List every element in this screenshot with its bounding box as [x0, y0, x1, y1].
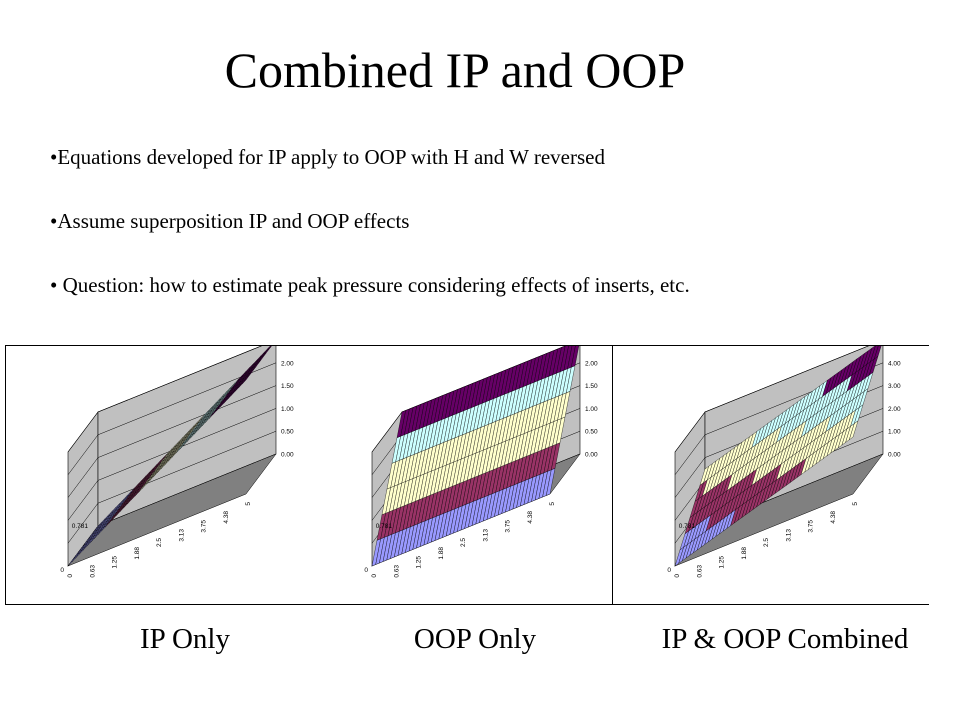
z-axis-tick-label: 0.00 — [281, 452, 294, 459]
chart-panel-oop-only: 0.000.501.001.502.002.5000.631.251.882.5… — [310, 345, 612, 605]
chart-panel-combined: 0.001.002.003.004.005.0000.631.251.882.5… — [612, 345, 929, 605]
x-axis-tick-label: 4.38 — [223, 511, 230, 524]
z-axis-tick-label: 0.00 — [585, 452, 598, 459]
depth-axis-tick-label: 0.781 — [679, 523, 696, 530]
x-axis-tick-label: 3.13 — [785, 529, 792, 542]
surface-cell — [563, 346, 573, 371]
x-axis-tick-label: 0.63 — [89, 565, 96, 578]
z-axis-tick-label: 1.00 — [888, 429, 901, 436]
depth-axis-tick-label: 0 — [60, 567, 64, 574]
surface-chart-oop-only: 0.000.501.001.502.002.5000.631.251.882.5… — [364, 346, 598, 578]
x-axis-tick-label: 3.13 — [482, 529, 489, 542]
surface-cell — [556, 346, 566, 374]
x-axis-tick-label: 0 — [67, 574, 74, 578]
x-axis-tick-label: 1.25 — [719, 556, 726, 569]
x-axis-tick-label: 2.5 — [156, 538, 163, 547]
surface-chart-ip-only: 0.000.501.001.502.002.5000.631.251.882.5… — [60, 346, 294, 578]
x-axis-tick-label: 3.75 — [505, 520, 512, 533]
x-axis-tick-label: 2.5 — [460, 538, 467, 547]
x-axis-tick-label: 3.75 — [808, 520, 815, 533]
surface-chart-combined: 0.001.002.003.004.005.0000.631.251.882.5… — [667, 346, 901, 578]
gridline — [67, 430, 277, 544]
x-axis-tick-label: 5 — [852, 502, 859, 506]
gridline — [67, 362, 277, 475]
x-axis-tick-label: 0 — [674, 574, 681, 578]
depth-axis-tick-label: 0.781 — [72, 523, 89, 530]
chart-plot: 0.001.002.003.004.005.0000.631.251.882.5… — [667, 346, 901, 578]
x-axis-tick-label: 0 — [371, 574, 378, 578]
bullet-item-2: •Assume superposition IP and OOP effects — [50, 209, 410, 233]
x-axis-tick-label: 3.75 — [201, 520, 208, 533]
gridline — [67, 346, 262, 453]
x-axis-tick-label: 5 — [549, 502, 556, 506]
z-axis-tick-label: 1.50 — [281, 383, 294, 390]
surface-cell — [866, 346, 876, 365]
depth-axis-tick-label: 0 — [667, 567, 671, 574]
x-axis-tick-label: 0.63 — [696, 565, 703, 578]
x-axis-tick-label: 1.88 — [741, 547, 748, 560]
x-axis-tick-label: 1.88 — [438, 547, 445, 560]
bullet-item-3: • Question: how to estimate peak pressur… — [50, 273, 690, 297]
x-axis-tick-label: 4.38 — [527, 511, 534, 524]
surface-cell — [559, 346, 569, 372]
z-axis-tick-label: 1.00 — [585, 406, 598, 413]
x-axis-tick-label: 1.25 — [416, 556, 423, 569]
gridline — [67, 408, 277, 521]
surface-cell — [873, 346, 882, 360]
surface-cell — [571, 346, 580, 368]
z-axis-tick-label: 2.00 — [585, 360, 598, 367]
depth-axis-tick-label: 0 — [364, 567, 368, 574]
z-axis-tick-label: 1.50 — [585, 383, 598, 390]
z-axis-tick-label: 0.00 — [888, 452, 901, 459]
gridline — [674, 346, 869, 453]
x-axis-tick-label: 0.63 — [393, 565, 400, 578]
surface-cell — [870, 346, 879, 362]
surface-cell — [567, 346, 576, 369]
z-axis-tick-label: 2.00 — [281, 360, 294, 367]
z-axis-tick-label: 2.00 — [888, 406, 901, 413]
chart-plot: 0.000.501.001.502.002.5000.631.251.882.5… — [364, 346, 598, 578]
chart-plot: 0.000.501.001.502.002.5000.631.251.882.5… — [60, 346, 294, 578]
caption-ip-only: IP Only — [140, 623, 230, 655]
surface-cell — [267, 346, 272, 351]
bullet-item-1: •Equations developed for IP apply to OOP… — [50, 145, 605, 169]
z-axis-tick-label: 4.00 — [888, 360, 901, 367]
x-axis-tick-label: 1.88 — [134, 547, 141, 560]
z-axis-tick-label: 3.00 — [888, 383, 901, 390]
x-axis-tick-label: 3.13 — [178, 529, 185, 542]
z-axis-tick-label: 1.00 — [281, 406, 294, 413]
x-axis-tick-label: 2.5 — [763, 538, 770, 547]
slide-title: Combined IP and OOP — [224, 42, 686, 98]
chart-panel-ip-only: 0.000.501.001.502.002.5000.631.251.882.5… — [5, 345, 311, 605]
x-axis-tick-label: 4.38 — [830, 511, 837, 524]
caption-combined: IP & OOP Combined — [661, 623, 909, 655]
caption-oop-only: OOP Only — [413, 623, 537, 655]
z-axis-tick-label: 0.50 — [585, 429, 598, 436]
z-axis-tick-label: 0.50 — [281, 429, 294, 436]
depth-axis-tick-label: 0.781 — [376, 523, 393, 530]
x-axis-tick-label: 5 — [245, 502, 252, 506]
x-axis-tick-label: 1.25 — [112, 556, 119, 569]
